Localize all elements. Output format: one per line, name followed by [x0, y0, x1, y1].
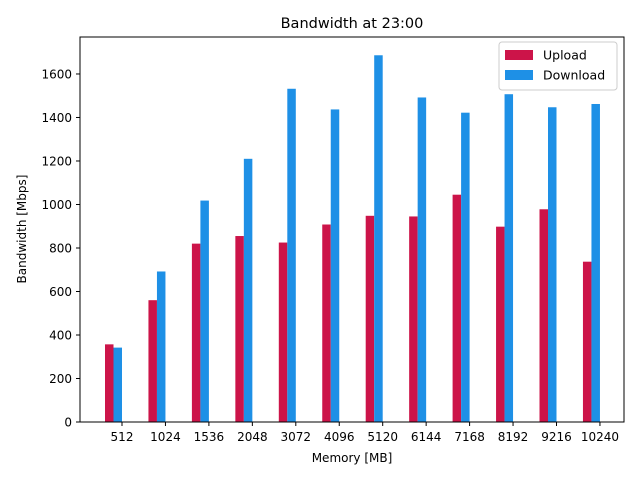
bar-download-3072: [287, 88, 296, 423]
x-tick-label-5120: 5120: [367, 430, 398, 444]
bar-download-1536: [200, 200, 209, 422]
legend-label-upload: Upload: [543, 48, 587, 63]
x-tick-label-9216: 9216: [541, 430, 572, 444]
bar-upload-6144: [409, 216, 418, 422]
bar-download-5120: [374, 55, 383, 423]
y-tick-label-1000: 1000: [41, 198, 72, 212]
x-tick-label-1024: 1024: [150, 430, 181, 444]
x-tick-label-512: 512: [111, 430, 134, 444]
bar-upload-1024: [148, 300, 157, 422]
bar-upload-7168: [452, 194, 462, 422]
bars-group: [105, 55, 600, 423]
legend-swatch-download: [505, 70, 533, 80]
x-tick-label-3072: 3072: [281, 430, 312, 444]
bar-download-7168: [461, 112, 470, 422]
y-axis-label: Bandwidth [Mbps]: [15, 175, 29, 284]
bar-upload-4096: [322, 224, 331, 422]
bar-upload-512: [105, 344, 114, 422]
legend: Upload Download: [498, 41, 618, 91]
bar-upload-8192: [496, 226, 505, 422]
y-tick-label-800: 800: [49, 241, 72, 255]
x-tick-label-8192: 8192: [498, 430, 529, 444]
bar-download-6144: [417, 97, 427, 422]
y-tick-label-0: 0: [64, 415, 72, 429]
bar-download-9216: [548, 107, 557, 422]
x-axis-label: Memory [MB]: [312, 451, 393, 465]
bar-download-8192: [504, 94, 514, 423]
y-tick-label-1400: 1400: [41, 111, 72, 125]
x-axis: 512 1024 1536 2048 3072 4096 5120 6144 7168 8192 9…: [111, 422, 619, 444]
x-tick-label-10240: 10240: [581, 430, 619, 444]
bar-download-4096: [330, 109, 340, 423]
y-tick-label-600: 600: [49, 285, 72, 299]
x-tick-label-2048: 2048: [237, 430, 268, 444]
bar-upload-1536: [191, 243, 201, 422]
bar-download-1024: [156, 271, 166, 422]
bar-upload-3072: [278, 242, 288, 422]
x-tick-label-4096: 4096: [324, 430, 355, 444]
legend-swatch-upload: [505, 50, 533, 60]
bar-upload-2048: [235, 236, 244, 422]
x-tick-label-6144: 6144: [411, 430, 442, 444]
bar-upload-10240: [582, 261, 592, 422]
y-tick-label-200: 200: [49, 372, 72, 386]
x-tick-label-7168: 7168: [454, 430, 485, 444]
y-tick-label-400: 400: [49, 328, 72, 342]
y-axis: 0 200 400 600 800 1000 1200 1400 1600: [41, 67, 80, 429]
bar-upload-5120: [365, 215, 375, 422]
legend-label-download: Download: [543, 68, 605, 83]
bar-upload-9216: [539, 209, 548, 422]
bar-download-512: [113, 347, 122, 422]
bar-download-2048: [243, 158, 253, 422]
y-tick-label-1600: 1600: [41, 67, 72, 81]
chart-title: Bandwidth at 23:00: [281, 16, 424, 32]
y-tick-label-1200: 1200: [41, 154, 72, 168]
x-tick-label-1536: 1536: [194, 430, 225, 444]
bar-download-10240: [591, 103, 600, 423]
plot-frame: [79, 36, 625, 423]
